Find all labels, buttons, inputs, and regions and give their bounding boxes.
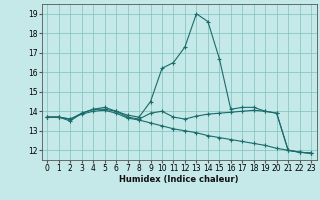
X-axis label: Humidex (Indice chaleur): Humidex (Indice chaleur) — [119, 175, 239, 184]
